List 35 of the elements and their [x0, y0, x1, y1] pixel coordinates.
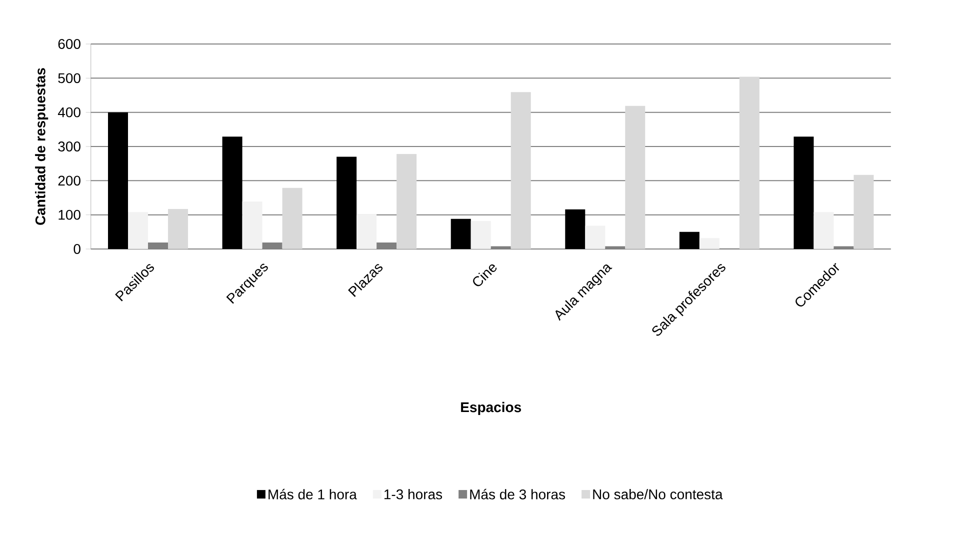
bar	[108, 112, 128, 249]
bar	[356, 214, 377, 249]
bar	[794, 136, 814, 249]
y-axis-title: Cantidad de respuestas	[35, 68, 48, 225]
bar	[699, 238, 720, 249]
bar	[282, 188, 302, 249]
y-tick-label: 500	[58, 73, 80, 84]
bar	[222, 136, 242, 249]
legend-label: Más de 1 hora	[268, 488, 357, 500]
bar	[396, 154, 417, 249]
y-tick-label: 200	[58, 176, 80, 186]
x-tick-label: Cine	[473, 264, 497, 286]
bar	[679, 232, 700, 249]
legend-label: Más de 3 horas	[470, 488, 566, 500]
bar	[128, 212, 148, 249]
bar	[625, 106, 646, 249]
bar	[854, 174, 874, 249]
bar	[450, 218, 471, 249]
bar	[585, 226, 606, 249]
bar	[336, 156, 357, 249]
legend-label: 1-3 horas	[384, 489, 442, 500]
bar	[565, 209, 586, 249]
y-tick-label: 300	[58, 142, 80, 152]
y-tick-label: 600	[58, 39, 80, 49]
y-tick-label: 0	[74, 244, 80, 254]
legend-label: No sabe/No contesta	[593, 489, 723, 500]
bar	[814, 212, 834, 249]
x-axis-title: Espacios	[461, 402, 522, 415]
bar	[739, 76, 760, 249]
y-tick-label: 400	[58, 107, 80, 118]
bar	[510, 92, 531, 249]
bar	[470, 220, 491, 249]
y-tick-label: 100	[58, 210, 80, 220]
bar	[168, 209, 188, 249]
bar	[242, 202, 262, 249]
